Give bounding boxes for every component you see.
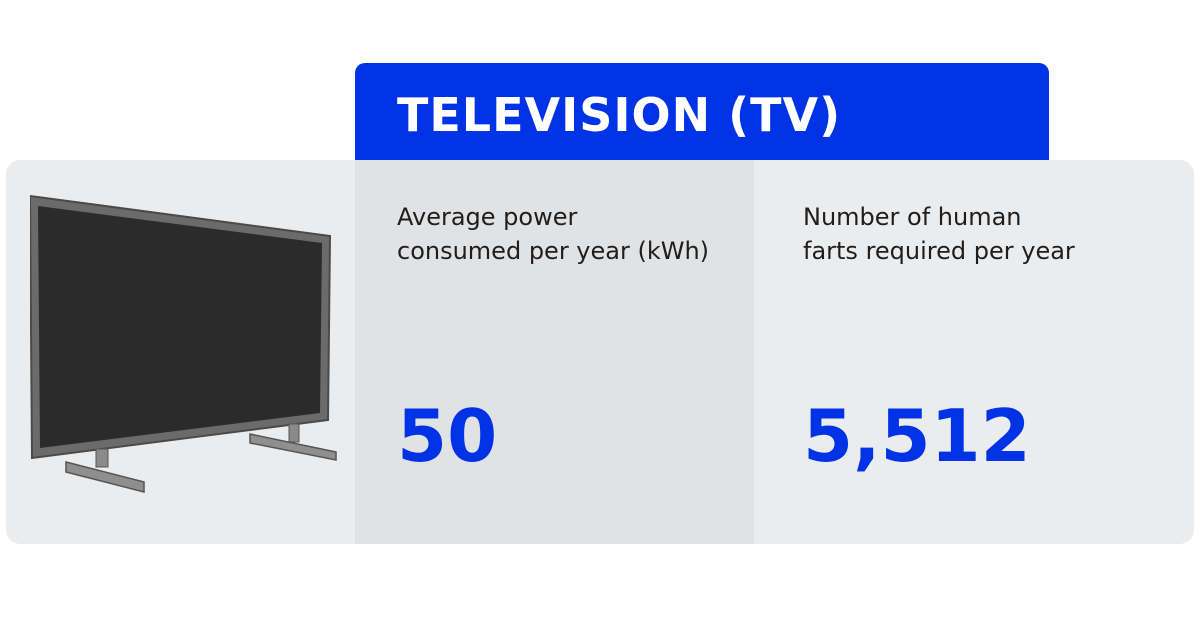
page-title: TELEVISION (TV) — [397, 88, 842, 142]
comparison-card: Average power consumed per year (kWh) 50… — [6, 160, 1194, 544]
power-value: 50 — [397, 394, 498, 478]
title-banner: TELEVISION (TV) — [355, 63, 1049, 161]
power-column: Average power consumed per year (kWh) 50 — [355, 160, 754, 544]
power-label: Average power consumed per year (kWh) — [397, 200, 737, 268]
farts-label-line2: farts required per year — [803, 237, 1075, 265]
television-icon — [30, 194, 337, 493]
power-label-line2: consumed per year (kWh) — [397, 237, 710, 265]
farts-label: Number of human farts required per year — [803, 200, 1143, 268]
power-label-line1: Average power — [397, 203, 578, 231]
farts-label-line1: Number of human — [803, 203, 1022, 231]
farts-value: 5,512 — [803, 394, 1031, 478]
